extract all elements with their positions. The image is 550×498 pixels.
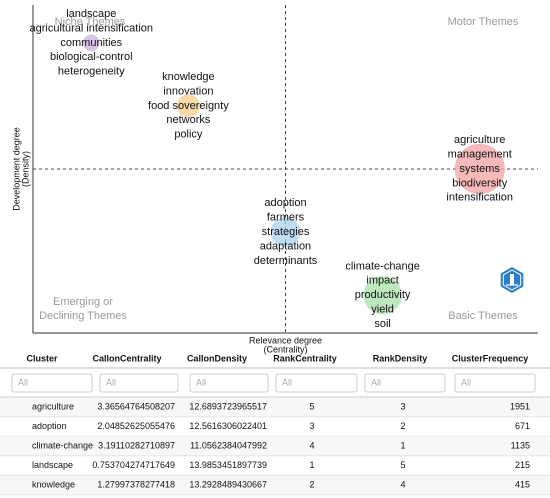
cluster-word: climate-change	[345, 260, 420, 272]
column-header: CallonCentrality	[92, 353, 161, 363]
bubble	[176, 94, 200, 118]
column-header: RankDensity	[373, 353, 428, 363]
table-cell: 1951	[510, 401, 530, 411]
table-cell: 5	[400, 460, 405, 470]
table-cell: landscape	[32, 460, 73, 470]
cluster-word: yield	[371, 303, 394, 315]
cluster-word: farmers	[267, 212, 305, 224]
table-cell: 1.27997378277418	[97, 479, 175, 489]
plot: Niche Themes Motor Themes Emerging or Decli…	[11, 5, 538, 354]
filter-placeholder: All	[18, 377, 28, 387]
cluster-word: biological-control	[50, 51, 133, 63]
row-stripe	[0, 397, 550, 417]
table-cell: 5	[309, 401, 314, 411]
bubble	[270, 217, 301, 247]
filter-placeholder: All	[371, 377, 381, 387]
table-cell: 2	[400, 421, 405, 431]
x-axis-title: (Centrality)	[263, 344, 307, 354]
table-cell: 4	[400, 479, 405, 489]
quadrant-label: Motor Themes	[448, 16, 519, 28]
table-cell: 11.0562384047992	[190, 440, 267, 450]
cluster-word: agriculture	[454, 134, 505, 146]
table-cell: adoption	[32, 421, 67, 431]
table-cell: 2	[309, 479, 314, 489]
cluster-word: landscape	[66, 8, 116, 20]
cluster-word: biodiversity	[452, 177, 508, 189]
row-stripe	[0, 436, 550, 456]
cluster-word: agricultural intensification	[30, 22, 154, 34]
logo	[500, 267, 524, 293]
cluster-word: adaptation	[260, 240, 311, 252]
row-stripe	[0, 475, 550, 495]
cluster-word: management	[448, 149, 512, 161]
cluster-word: heterogeneity	[58, 66, 125, 78]
cluster-word: communities	[60, 37, 122, 49]
cluster-word: soil	[374, 318, 391, 330]
filter-input[interactable]	[11, 373, 93, 393]
cluster-word: adoption	[264, 197, 306, 209]
filter-placeholder: All	[196, 377, 206, 387]
table-cell: 12.5616306022401	[189, 421, 267, 431]
table-cell: 415	[515, 479, 530, 489]
table-cell: 671	[515, 421, 530, 431]
bubble	[82, 34, 100, 52]
cluster-word: productivity	[355, 289, 411, 301]
table-cell: climate-change	[32, 440, 93, 450]
cluster-word: intensification	[446, 192, 513, 204]
column-header: Cluster	[26, 353, 58, 363]
column-header: RankCentrality	[273, 353, 337, 363]
filter-input[interactable]	[364, 373, 446, 393]
cluster-word: innovation	[163, 85, 213, 97]
cluster-word: food sovereignty	[148, 100, 229, 112]
cluster-word: knowledge	[162, 71, 215, 83]
filter-placeholder: All	[282, 377, 292, 387]
table-cell: 3	[400, 401, 405, 411]
quadrant-label: Niche Themes	[55, 16, 126, 28]
bubble	[454, 143, 505, 195]
column-header: ClusterFrequency	[452, 353, 529, 363]
table-cell: 4	[309, 440, 314, 450]
table-cell: 3	[309, 421, 314, 431]
quadrant-label: Declining Themes	[39, 310, 127, 322]
filter-input[interactable]	[454, 373, 536, 393]
table-cell: agriculture	[32, 401, 74, 411]
cluster-word: strategies	[262, 226, 310, 238]
quadrant-label: Basic Themes	[448, 310, 518, 322]
table-cell: 1	[400, 440, 405, 450]
cluster-word: impact	[366, 275, 398, 287]
table-cell: 1	[309, 460, 314, 470]
y-axis-title: (Density)	[20, 151, 30, 187]
filter-placeholder: All	[106, 377, 116, 387]
cluster-word: determinants	[254, 255, 318, 267]
table-cell: 3.19110282710897	[98, 440, 175, 450]
filter-input[interactable]	[99, 373, 179, 393]
cluster-word: policy	[174, 129, 203, 141]
table-cell: 12.6893723965517	[189, 401, 267, 411]
table-cell: 0.753704274717649	[92, 460, 175, 470]
bubble	[363, 275, 402, 315]
cluster-word: systems	[460, 163, 501, 175]
cluster-word: networks	[166, 114, 211, 126]
data-table: Cluster All CallonCentrality All CallonDensi…	[0, 353, 550, 496]
filter-placeholder: All	[461, 377, 471, 387]
table-cell: 3.36564764508207	[97, 401, 175, 411]
table-cell: 13.2928489430667	[189, 479, 267, 489]
filter-input[interactable]	[189, 373, 269, 393]
table-cell: knowledge	[32, 479, 75, 489]
table-cell: 2.04852625055476	[97, 421, 175, 431]
column-header: CallonDensity	[187, 353, 247, 363]
x-axis-title: Relevance degree	[249, 335, 322, 345]
table-cell: 13.9853451897739	[189, 460, 267, 470]
y-axis-title: Development degree	[11, 127, 21, 211]
table-cell: 215	[515, 460, 530, 470]
quadrant-label: Emerging or	[53, 296, 113, 308]
filter-input[interactable]	[275, 373, 358, 393]
table-cell: 1135	[511, 440, 530, 450]
